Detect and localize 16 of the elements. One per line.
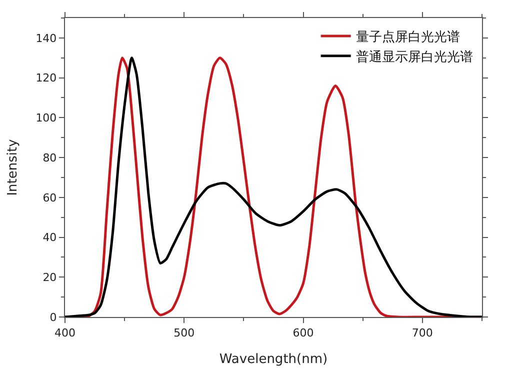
y-tick-label: 0 [50,310,57,324]
y-tick-label: 20 [42,270,57,284]
x-tick-label: 400 [54,326,76,340]
x-axis-title: Wavelength(nm) [219,352,328,367]
legend-label: 量子点屏白光光谱 [356,30,460,46]
y-tick-label: 60 [42,191,57,204]
x-tick-label: 700 [412,326,433,340]
y-axis-title: Intensity [6,138,21,196]
x-tick-label: 600 [292,326,314,340]
x-tick-label: 500 [174,326,195,340]
legend-label: 普通显示屏白光光谱 [356,48,473,65]
y-tick-label: 80 [42,151,57,164]
y-tick-label: 40 [42,231,57,244]
y-tick-label: 120 [36,72,57,85]
y-tick-label: 140 [36,32,57,45]
y-tick-label: 100 [36,112,57,125]
